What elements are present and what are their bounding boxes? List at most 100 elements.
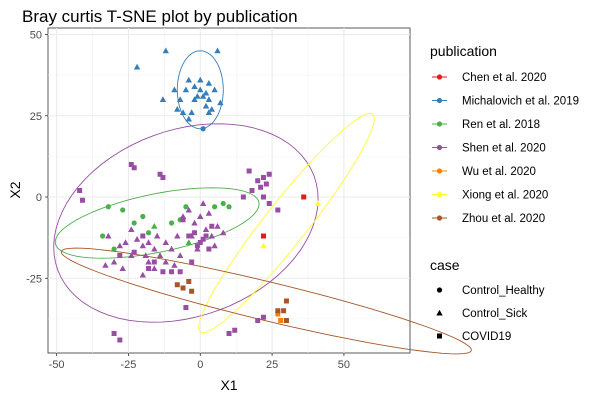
point bbox=[226, 331, 232, 336]
point bbox=[260, 314, 266, 320]
legend-label: Control_Sick bbox=[462, 308, 527, 320]
point bbox=[179, 109, 187, 116]
point bbox=[116, 242, 124, 249]
x-axis-ticks: -50 -25 0 25 50 bbox=[49, 353, 350, 371]
point bbox=[185, 76, 192, 83]
legend-key-marker bbox=[436, 168, 443, 174]
plot-border bbox=[47, 27, 411, 354]
point bbox=[197, 240, 203, 245]
point bbox=[145, 239, 152, 246]
point bbox=[202, 226, 210, 233]
point bbox=[283, 318, 289, 323]
point bbox=[174, 232, 181, 239]
legend-label: Shen et al. 2020 bbox=[462, 143, 546, 155]
point bbox=[182, 86, 190, 93]
point bbox=[128, 162, 134, 167]
point bbox=[139, 242, 147, 249]
point bbox=[111, 246, 117, 252]
point bbox=[258, 184, 264, 190]
point bbox=[200, 126, 206, 132]
point bbox=[260, 242, 267, 249]
point bbox=[176, 96, 184, 103]
point bbox=[214, 223, 221, 229]
point bbox=[186, 279, 192, 284]
legend-label: Wu et al. 2020 bbox=[462, 166, 536, 178]
point bbox=[203, 233, 209, 239]
point bbox=[189, 288, 195, 294]
ellipse bbox=[198, 112, 375, 334]
ellipse bbox=[60, 247, 472, 355]
x-tick-label: -25 bbox=[120, 359, 136, 371]
point bbox=[275, 311, 281, 317]
grid-major bbox=[48, 28, 410, 353]
point bbox=[174, 282, 180, 288]
point bbox=[266, 201, 272, 206]
point bbox=[168, 245, 175, 252]
legend-label: Zhou et al. 2020 bbox=[462, 213, 545, 225]
point bbox=[133, 236, 141, 242]
grid-minor bbox=[48, 28, 410, 353]
point bbox=[194, 243, 200, 249]
point bbox=[217, 99, 224, 106]
point bbox=[140, 213, 146, 220]
x-tick-label: 0 bbox=[197, 359, 203, 371]
legend-key-marker bbox=[436, 191, 443, 198]
point bbox=[174, 106, 181, 112]
legend-item: Xiong et al. 2020 bbox=[432, 190, 548, 202]
y-tick-label: 0 bbox=[36, 192, 42, 204]
legend-label: COVID19 bbox=[462, 331, 511, 343]
point bbox=[205, 96, 213, 103]
point bbox=[145, 258, 152, 265]
x-tick-label: 25 bbox=[266, 359, 278, 371]
point bbox=[140, 233, 146, 239]
x-tick-label: 50 bbox=[338, 359, 350, 371]
point bbox=[278, 318, 284, 323]
point bbox=[183, 204, 189, 210]
point bbox=[151, 223, 158, 229]
point bbox=[105, 232, 112, 239]
point bbox=[208, 232, 215, 239]
legend-label: Ren et al. 2018 bbox=[462, 119, 540, 131]
point bbox=[99, 233, 106, 239]
point bbox=[260, 175, 266, 180]
point bbox=[192, 230, 198, 236]
legend-item: Control_Healthy bbox=[436, 285, 545, 297]
point bbox=[146, 266, 152, 271]
plot-panel bbox=[47, 27, 472, 355]
point bbox=[162, 258, 169, 265]
point bbox=[186, 233, 192, 239]
legend-item: Zhou et al. 2020 bbox=[432, 213, 545, 225]
point bbox=[314, 200, 322, 207]
point bbox=[220, 200, 226, 207]
point bbox=[185, 206, 192, 213]
point bbox=[266, 171, 272, 177]
point bbox=[171, 262, 178, 268]
chart-title: Bray curtis T-SNE plot by publication bbox=[22, 7, 298, 26]
color-legend-title: publication bbox=[430, 43, 497, 59]
legend-item: Shen et al. 2020 bbox=[432, 143, 546, 155]
point bbox=[159, 96, 167, 103]
legend-key-marker bbox=[436, 215, 443, 221]
point bbox=[255, 178, 261, 184]
legend-key-marker bbox=[436, 144, 443, 151]
point bbox=[189, 259, 195, 265]
point bbox=[168, 220, 175, 226]
point bbox=[226, 204, 232, 210]
legend-key-marker bbox=[436, 309, 443, 316]
point bbox=[263, 181, 269, 187]
point bbox=[275, 207, 281, 213]
point bbox=[240, 194, 246, 200]
point bbox=[133, 63, 141, 70]
shape-legend-title: case bbox=[430, 257, 460, 273]
point bbox=[205, 109, 213, 116]
point bbox=[145, 230, 152, 236]
point bbox=[151, 245, 158, 252]
point bbox=[105, 204, 111, 210]
point bbox=[177, 269, 183, 275]
point bbox=[142, 252, 149, 259]
point bbox=[151, 265, 158, 272]
legend-key-marker bbox=[436, 287, 443, 293]
point bbox=[79, 197, 85, 203]
y-axis-ticks: -25 0 25 50 bbox=[26, 30, 48, 285]
